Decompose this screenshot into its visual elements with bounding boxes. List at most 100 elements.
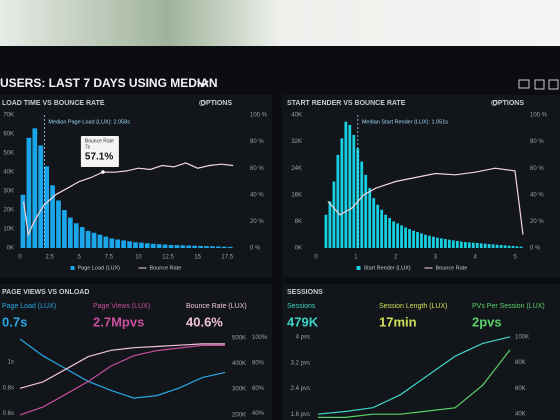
bar [204,246,209,248]
y-tick-label: 80K [515,360,526,366]
y-tick-label: 0.8s [3,385,14,391]
bar [221,246,227,248]
bar [109,238,115,248]
y-tick-label: 32K [291,139,302,145]
tooltip-subtitle: 7s [85,144,91,150]
bar [144,243,150,248]
bar [428,235,431,248]
legend-label[interactable]: Bounce Rate [436,265,468,271]
bar [332,181,336,248]
bar [475,243,479,248]
bar [38,145,44,248]
y-tick-label: 0 % [530,246,541,252]
bar [192,245,198,248]
options-button[interactable]: OPTIONS [200,100,232,107]
legend-label[interactable]: Bounce Rate [150,265,182,271]
x-tick-label: 2.5 [45,255,54,261]
bar [443,239,447,248]
stat-value: 479K [287,314,319,329]
line-series [318,349,511,418]
y-tick-label: 200K [232,412,246,418]
y-tick-label: 60K [3,132,14,138]
y-tick-label: 24K [291,166,302,172]
median-annotation: Median Page Load (LUX): 2.058s [48,119,130,125]
y-tick-label: 70K [3,113,14,119]
bar [32,128,38,248]
bar [162,244,168,248]
bar [384,214,388,248]
header-title[interactable]: USERS: LAST 7 DAYS USING MEDIAN [0,76,218,90]
bar [436,237,439,248]
y-tick-label: 1.6 pvs [291,412,310,418]
bar [50,185,55,248]
icon-image[interactable] [534,79,545,90]
bar [376,204,380,248]
legend-label[interactable]: Page Load (LUX) [78,265,121,271]
y-tick-label: 80% [252,361,265,367]
bar [495,244,499,248]
icon-monitor[interactable] [518,79,530,89]
y-tick-label: 20 % [530,219,544,225]
y-tick-label: 100% [252,335,268,341]
x-tick-label: 2 [394,255,398,261]
bar [324,214,328,248]
y-tick-label: 40K [291,113,302,119]
bar [471,242,475,248]
bar [507,245,511,248]
bar [392,221,396,248]
x-tick-label: 3 [434,255,438,261]
dropdown-chevron[interactable] [197,80,209,88]
y-tick-label: 4 pvs [296,335,310,341]
tooltip-box [80,136,119,168]
stat-value: 17min [379,314,417,329]
y-tick-label: 100 % [530,113,548,119]
y-tick-label: 400K [232,361,246,367]
stat-label: Page Load (LUX) [2,303,56,310]
y-tick-label: 0.6s [3,411,14,417]
bar [447,239,451,248]
legend-label[interactable]: Start Render (LUX) [364,265,411,271]
bar [344,121,348,248]
bar [440,238,443,248]
bar [432,236,435,248]
bar [115,239,121,248]
options-button[interactable]: OPTIONS [492,100,524,107]
bar [227,246,233,248]
bar [412,230,415,248]
y-tick-label: 60 % [250,166,264,172]
x-tick-label: 0 [314,255,318,261]
x-tick-label: 4 [474,255,478,261]
icon-doc[interactable] [548,79,559,90]
bar [352,134,356,248]
bar [511,246,515,248]
line-series [327,167,524,235]
bar [503,245,507,248]
y-tick-label: 100K [515,335,529,341]
y-tick-label: 16K [291,192,302,198]
bar [174,245,180,248]
y-tick-label: 10K [3,227,14,233]
x-tick-label: 10 [135,255,142,261]
legend-swatch [70,266,75,270]
bar [416,232,419,248]
options-icon[interactable] [199,100,205,106]
bar [372,198,376,248]
bar [519,246,523,248]
bar [186,245,192,248]
options-icon[interactable] [491,100,497,106]
y-tick-label: 60% [252,386,265,392]
bar [156,244,162,248]
bar [483,243,487,248]
y-tick-label: 1s [8,360,14,366]
bar [364,174,368,248]
panel [282,284,560,420]
bar [150,243,156,248]
y-tick-label: 8K [295,219,302,225]
y-tick-label: 40 % [250,192,264,198]
bar [467,242,471,248]
bar [487,244,491,248]
bar [455,241,459,248]
background-wall [0,0,560,46]
bar [388,218,392,248]
bar [67,217,73,248]
